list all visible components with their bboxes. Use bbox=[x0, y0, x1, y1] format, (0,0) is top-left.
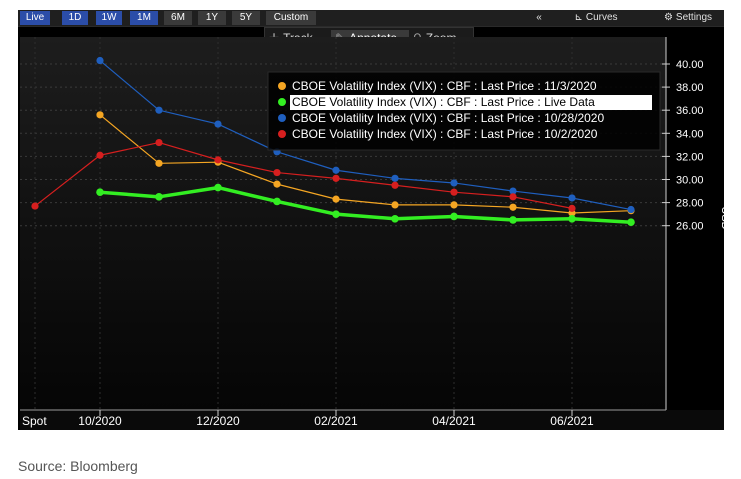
legend-swatch bbox=[278, 130, 286, 138]
series-point bbox=[332, 210, 340, 218]
legend-swatch bbox=[278, 114, 286, 122]
x-tick-label: 12/2020 bbox=[196, 414, 240, 428]
source-note: Source: Bloomberg bbox=[18, 458, 138, 474]
series-point bbox=[509, 187, 517, 195]
legend-swatch bbox=[278, 82, 286, 90]
toolbar: Live 1D 1W 1M 6M 1Y 5Y Custom « ⊾ Curves … bbox=[18, 10, 724, 27]
period-1y-button[interactable]: 1Y bbox=[198, 11, 226, 25]
series-point bbox=[214, 120, 222, 128]
y-tick-label: 34.00 bbox=[676, 128, 704, 140]
series-point bbox=[332, 174, 340, 182]
period-1w-button[interactable]: 1W bbox=[96, 11, 122, 25]
period-1d-button[interactable]: 1D bbox=[62, 11, 88, 25]
series-point bbox=[332, 195, 340, 203]
x-tick-label: 02/2021 bbox=[314, 414, 358, 428]
x-axis-bar bbox=[20, 410, 724, 430]
series-line bbox=[99, 185, 632, 224]
y-tick-label: 38.00 bbox=[676, 82, 704, 94]
collapse-button[interactable]: « bbox=[536, 12, 542, 23]
gear-icon: ⚙ bbox=[663, 12, 673, 23]
legend-entry: CBOE Volatility Index (VIX) : CBF : Last… bbox=[292, 111, 604, 125]
series-point bbox=[568, 214, 576, 223]
series-point bbox=[96, 56, 104, 65]
series-point bbox=[96, 111, 104, 119]
series-point bbox=[332, 166, 340, 174]
series-point bbox=[214, 156, 222, 164]
series-point bbox=[155, 159, 163, 167]
series-point bbox=[391, 201, 399, 209]
series-point bbox=[96, 188, 104, 197]
x-tick-label: Spot bbox=[22, 414, 47, 428]
settings-label: Settings bbox=[675, 12, 713, 23]
series-point bbox=[568, 204, 576, 212]
y-axis-label: USD bbox=[719, 206, 731, 229]
legend-swatch bbox=[278, 98, 286, 106]
series-point bbox=[391, 174, 399, 182]
series-point bbox=[509, 216, 517, 224]
series-point bbox=[627, 218, 635, 227]
series-point bbox=[450, 201, 458, 209]
series-point bbox=[155, 138, 163, 147]
series-point bbox=[568, 194, 576, 202]
y-tick-label: 26.00 bbox=[676, 221, 704, 233]
settings-button[interactable]: ⚙ Settings bbox=[654, 11, 722, 25]
series-point bbox=[391, 214, 399, 223]
series-point bbox=[450, 188, 458, 196]
period-6m-button[interactable]: 6M bbox=[164, 11, 192, 25]
period-5y-button[interactable]: 5Y bbox=[232, 11, 260, 25]
series-line bbox=[99, 60, 632, 211]
period-live-button[interactable]: Live bbox=[20, 11, 50, 25]
series-point bbox=[273, 180, 281, 188]
series-point bbox=[214, 183, 222, 192]
y-tick-label: 30.00 bbox=[676, 175, 704, 187]
series-point bbox=[273, 168, 281, 177]
series-point bbox=[627, 205, 635, 214]
series-point bbox=[31, 202, 39, 210]
series-line bbox=[34, 141, 573, 209]
series-point bbox=[450, 179, 458, 187]
series-line bbox=[99, 114, 632, 214]
series-point bbox=[509, 203, 517, 211]
y-tick-label: 36.00 bbox=[676, 105, 704, 117]
series-point bbox=[450, 212, 458, 221]
legend-highlight bbox=[290, 95, 652, 110]
series-point bbox=[155, 193, 163, 201]
series-point bbox=[391, 181, 399, 189]
series-point bbox=[96, 151, 104, 159]
curves-icon: ⊾ bbox=[574, 12, 583, 23]
curves-label: Curves bbox=[585, 12, 618, 23]
series-point bbox=[155, 106, 163, 114]
curves-button[interactable]: ⊾ Curves bbox=[566, 11, 626, 25]
x-tick-label: 04/2021 bbox=[432, 414, 476, 428]
legend-entry: CBOE Volatility Index (VIX) : CBF : Last… bbox=[292, 79, 597, 93]
x-tick-label: 10/2020 bbox=[78, 414, 122, 428]
legend-entry: CBOE Volatility Index (VIX) : CBF : Last… bbox=[292, 95, 595, 109]
x-tick-label: 06/2021 bbox=[550, 414, 594, 428]
series-point bbox=[509, 193, 517, 201]
series-point bbox=[273, 197, 281, 206]
period-1m-button[interactable]: 1M bbox=[130, 11, 158, 25]
y-tick-label: 28.00 bbox=[676, 198, 704, 210]
legend-entry: CBOE Volatility Index (VIX) : CBF : Last… bbox=[292, 127, 598, 141]
period-custom-button[interactable]: Custom bbox=[266, 11, 316, 25]
y-tick-label: 32.00 bbox=[676, 151, 704, 163]
legend-box bbox=[267, 71, 661, 151]
y-tick-label: 40.00 bbox=[676, 59, 704, 71]
